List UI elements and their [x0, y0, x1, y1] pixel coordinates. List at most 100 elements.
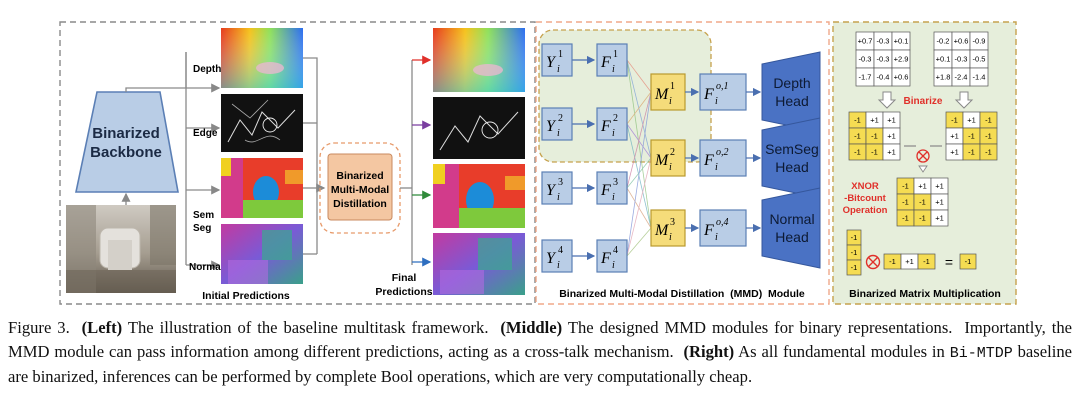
matrix-value: -0.3: [877, 55, 890, 64]
matrix-value: +1: [918, 182, 927, 191]
binary-matrix-a: -1 +1 +1 -1 -1 +1 -1 -1 +1: [848, 111, 901, 161]
initial-semseg-map: [221, 158, 303, 218]
f-node-3-symbol: F: [600, 182, 611, 199]
matrix-value: -1: [851, 248, 858, 257]
m-node-3-sup: 3: [670, 217, 675, 228]
y-node-3-sub: i: [557, 192, 560, 203]
xnor-label-1: XNOR: [851, 181, 879, 192]
f-node-1: F 1 i: [596, 43, 628, 77]
matrix-value: -1: [919, 214, 926, 223]
xnor-label-2: -Bitcount: [844, 193, 887, 204]
fo-node-1-symbol: F: [703, 86, 714, 103]
matrix-value: -1: [923, 257, 930, 266]
matrix-value: +1.8: [936, 73, 951, 82]
matrix-value: -1: [965, 257, 972, 266]
y-node-1-symbol: Y: [546, 54, 557, 71]
f-node-2-symbol: F: [600, 118, 611, 135]
m-node-3-sub: i: [669, 232, 672, 243]
f-node-2: F 2 i: [596, 107, 628, 141]
m-node-1-sup: 1: [670, 81, 675, 92]
matrix-cell: [917, 253, 936, 270]
matrix-value: +1: [887, 148, 896, 157]
fo-node-1-sub: i: [715, 96, 718, 107]
m-node-2-symbol: M: [654, 152, 670, 169]
matrix-value: +1: [950, 132, 959, 141]
caption-left-text: The illustration of the baseline multita…: [122, 318, 501, 337]
matrix-value: +1: [887, 132, 896, 141]
fo-node-3-sub: i: [715, 232, 718, 243]
matrix-value: +0.1: [894, 37, 909, 46]
y-node-2: Y 2 i: [541, 107, 573, 141]
mmd-module-title: Binarized Multi-Modal Distillation (MMD)…: [559, 288, 805, 300]
m-node-1-symbol: M: [654, 86, 670, 103]
fo-node-2-sup: o,2: [716, 147, 729, 158]
caption-method-name: Bi-MTDP: [949, 344, 1013, 362]
fo-node-1: F o,1 i: [699, 73, 747, 111]
result-matrix: -1 +1 +1 -1 -1 +1 -1 -1 +1: [896, 177, 949, 227]
mmd-block: Binarized Multi-Modal Distillation: [319, 142, 401, 234]
caption-middle-tag: (Middle): [500, 318, 563, 337]
m-node-2-sub: i: [669, 162, 672, 173]
y-node-2-sup: 2: [558, 113, 563, 124]
matrix-value: -0.3: [877, 37, 890, 46]
initial-depth-map: [221, 28, 303, 88]
matrix-value: +0.7: [858, 37, 873, 46]
y-node-4-sup: 4: [558, 245, 563, 256]
matrix-value: -1: [854, 132, 861, 141]
fo-node-2-sub: i: [715, 162, 718, 173]
binarize-label: Binarize: [904, 96, 943, 107]
y-node-2-symbol: Y: [546, 118, 557, 135]
matrix-value: -1: [889, 257, 896, 266]
matrix-cell: [891, 67, 911, 87]
matrix-value: -0.2: [937, 37, 950, 46]
semseg-head-label-1: SemSeg: [765, 141, 819, 157]
f-node-1-sup: 1: [613, 49, 618, 60]
backbone-label-2: Backbone: [90, 144, 162, 161]
to-mmd-lines: [303, 57, 326, 255]
y-node-4-sub: i: [557, 260, 560, 271]
final-fanout: [400, 55, 432, 267]
depth-head-label-1: Depth: [773, 75, 810, 91]
y-node-3-sup: 3: [558, 177, 563, 188]
mmd-label-1: Binarized: [336, 170, 383, 182]
m-node-2: M 2 i: [650, 139, 686, 177]
cross-talk-connections: [626, 59, 652, 257]
binary-matrix-b: -1 +1 -1 +1 -1 -1 +1 -1 -1: [945, 111, 998, 161]
matrix-value: +0.1: [936, 55, 951, 64]
fo-node-3-symbol: F: [703, 222, 714, 239]
fo-node-3: F o,4 i: [699, 209, 747, 247]
vector-output: -1: [959, 253, 977, 270]
task-label-normal: Normal: [189, 262, 224, 273]
matrix-cell: [882, 143, 901, 161]
matrix-value: -1: [968, 148, 975, 157]
fo-node-2-symbol: F: [703, 152, 714, 169]
normal-head: Normal Head: [761, 187, 821, 269]
matrix-cell: [969, 67, 989, 87]
y-node-4-symbol: Y: [546, 250, 557, 267]
initial-predictions-label: Initial Predictions: [202, 290, 290, 302]
left-panel: Binarized Backbone Depth Edge Sem Seg No…: [59, 21, 536, 305]
mmd-label-2: Multi-Modal: [331, 184, 389, 196]
caption-middle-text: The designed MMD modules for binary repr…: [8, 318, 1072, 361]
matrix-value: -1: [854, 116, 861, 125]
fo-to-head-arrows: [746, 87, 762, 233]
matrix-value: +0.6: [954, 37, 969, 46]
matrix-cell: [846, 259, 862, 276]
matrix-value: -1: [919, 198, 926, 207]
mmd-label-3: Distillation: [333, 198, 387, 210]
y-node-1-sub: i: [557, 64, 560, 75]
vector-row: -1 +1 -1: [883, 253, 936, 270]
normal-head-label-2: Head: [775, 229, 808, 245]
m-node-3-symbol: M: [654, 222, 670, 239]
caption-end-text: baseline are binarized, inferences can b…: [8, 341, 1072, 387]
matrix-value: -0.3: [955, 55, 968, 64]
left-panel-frame: [59, 21, 536, 305]
binarized-backbone: Binarized Backbone: [75, 91, 179, 193]
matrix-value: -1: [871, 148, 878, 157]
caption-left-tag: (Left): [81, 318, 123, 337]
fo-node-2: F o,2 i: [699, 139, 747, 177]
matrix-value: +0.6: [894, 73, 909, 82]
final-depth-map: [433, 28, 525, 92]
matrix-value: -1: [902, 182, 909, 191]
float-matrix-b: -0.2 +0.6 -0.9 +0.1 -0.3 -0.5 +1.8 -2.4 -1.4: [933, 31, 989, 87]
